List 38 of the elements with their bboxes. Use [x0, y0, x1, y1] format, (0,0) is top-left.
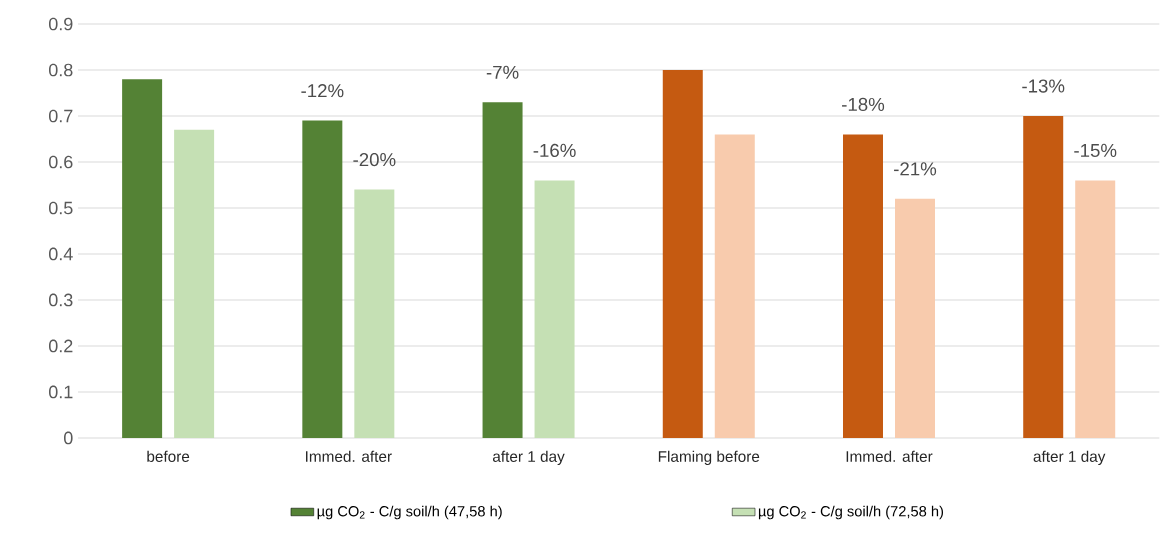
y-tick-label: 0 — [64, 431, 73, 445]
y-tick-label: 0.4 — [48, 247, 73, 261]
x-tick-label: after 1 day — [492, 450, 565, 465]
y-tick-label: 0.7 — [48, 109, 73, 123]
y-tick-label: 0.1 — [48, 385, 73, 399]
y-tick-label: 0.2 — [48, 339, 73, 353]
annotation: -21% — [894, 162, 937, 176]
bar — [534, 180, 575, 438]
y-tick-label: 0.8 — [48, 63, 73, 77]
legend-label: µg CO$_{2}$ - C/g soil/h (47,58 h) — [317, 505, 502, 520]
bar — [1023, 116, 1064, 438]
bar — [354, 189, 395, 438]
y-tick-label: 0.9 — [48, 17, 73, 31]
bar — [1075, 180, 1116, 438]
bar — [895, 198, 935, 438]
annotation: -13% — [1022, 79, 1065, 93]
y-tick-label: 0.6 — [48, 155, 73, 169]
bar — [662, 70, 703, 438]
bar — [714, 134, 755, 438]
bar — [122, 79, 163, 438]
bar — [482, 102, 523, 438]
annotation: -18% — [842, 97, 885, 112]
x-tick-label: Flaming before — [658, 450, 760, 465]
y-tick-label: 0.3 — [48, 293, 73, 307]
x-tick-label: before — [147, 450, 190, 462]
legend-label: µg CO$_{2}$ - C/g soil/h (72,58 h) — [758, 505, 944, 520]
annotation: -16% — [533, 143, 576, 158]
bar — [174, 129, 215, 438]
x-tick-label: Immed. after — [846, 450, 933, 462]
bar — [302, 120, 343, 438]
x-tick-label: after 1 day — [1033, 450, 1106, 465]
annotation: -15% — [1074, 143, 1117, 158]
annotation: -12% — [301, 84, 344, 98]
annotation: -7% — [486, 65, 519, 79]
y-tick-label: 0.5 — [48, 201, 73, 215]
bar — [843, 134, 883, 438]
x-tick-label: Immed. after — [306, 450, 392, 462]
annotation: -20% — [353, 152, 396, 167]
